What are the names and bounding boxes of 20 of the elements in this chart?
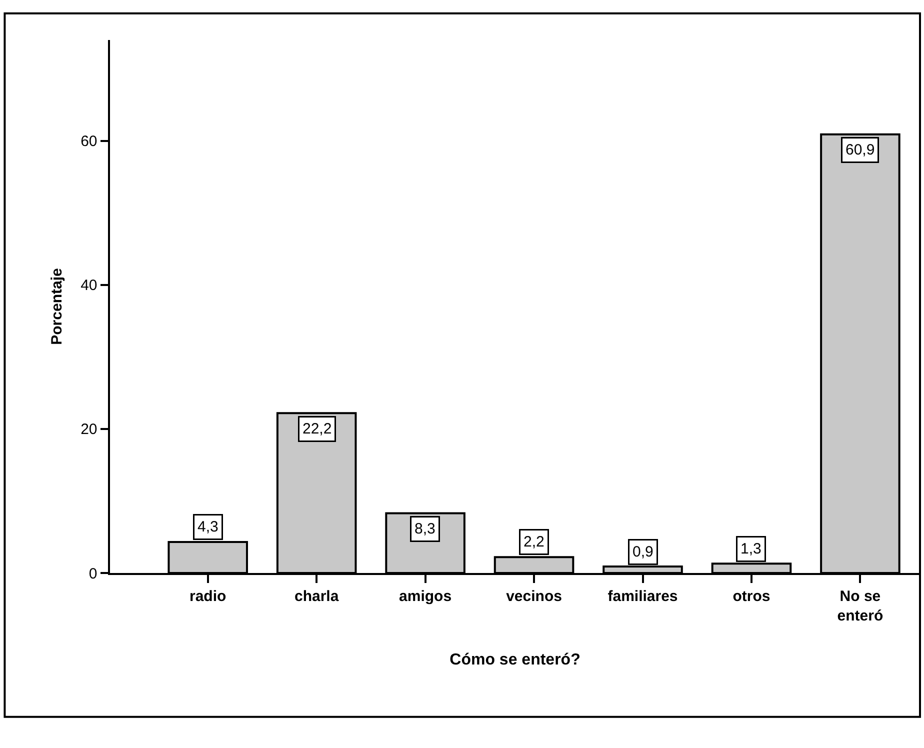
data-label: 60,9 [846, 142, 875, 158]
x-tick-label: charla [294, 588, 340, 605]
y-tick-label: 20 [80, 421, 98, 438]
x-axis-title: Cómo se enteró? [450, 651, 580, 668]
data-label: 0,9 [632, 544, 654, 560]
x-tick-label: otros [732, 588, 770, 605]
data-label: 8,3 [414, 520, 436, 538]
data-label: 22,2 [302, 420, 332, 438]
x-tick-label: vecinos [506, 588, 562, 605]
data-label: 1,3 [740, 540, 762, 558]
data-label: 2,2 [524, 534, 544, 550]
y-tick-label: 60 [80, 133, 98, 150]
x-tick-label: radio [190, 588, 226, 605]
y-tick-label: 0 [88, 565, 98, 582]
data-label: 4,3 [198, 518, 218, 536]
x-tick-label: familiares [608, 588, 678, 605]
y-tick-label: 40 [80, 277, 98, 294]
y-axis-title: Porcentaje [48, 268, 66, 345]
x-tick-label: No se enteró [837, 588, 884, 624]
x-tick-label: amigos [399, 588, 452, 605]
